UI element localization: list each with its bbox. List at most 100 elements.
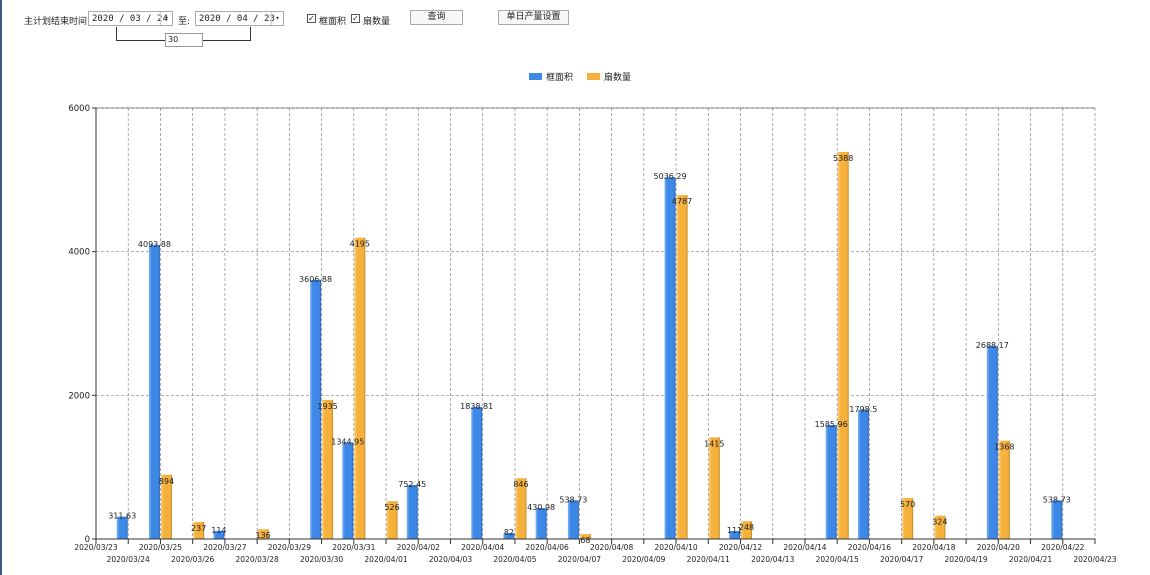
bar-count <box>322 400 334 539</box>
bar-area <box>503 533 515 539</box>
bar-area <box>729 531 741 539</box>
x-tick-label: 2020/04/19 <box>944 555 987 564</box>
x-tick-label: 2020/04/18 <box>912 543 955 552</box>
x-tick-label: 2020/03/27 <box>203 543 246 552</box>
data-label: 1344.95 <box>331 437 364 446</box>
y-tick-label: 0 <box>85 535 90 545</box>
bar-area <box>857 409 869 539</box>
checkbox-count[interactable]: ✓ <box>351 14 360 23</box>
chevron-down-icon[interactable]: ▾ <box>160 12 172 25</box>
bar-count <box>386 501 398 539</box>
bar-area <box>406 484 418 539</box>
checkbox-count-label: 扇数量 <box>363 17 391 27</box>
daily-output-settings-button[interactable]: 单日产量设置 <box>498 10 569 25</box>
x-tick-label: 2020/04/22 <box>1041 543 1084 552</box>
data-label: 5388 <box>833 154 853 163</box>
data-label: 752.45 <box>398 480 426 489</box>
bar-count <box>354 237 366 539</box>
data-label: 538.73 <box>559 495 587 504</box>
data-label: 68 <box>580 536 590 545</box>
bar-count <box>579 534 591 539</box>
x-tick-label: 2020/04/23 <box>1073 555 1116 564</box>
bar-count <box>257 529 269 539</box>
x-tick-label: 2020/04/03 <box>429 555 472 564</box>
data-label: 4195 <box>350 240 370 249</box>
bar-area <box>567 500 579 539</box>
window-edge <box>0 0 2 575</box>
check-icon: ✓ <box>308 14 315 23</box>
bar-count <box>741 521 753 539</box>
data-label: 2688.17 <box>976 341 1009 350</box>
start-date-value: 2020 / 03 / 24 <box>92 14 168 24</box>
bar-count <box>902 498 914 539</box>
x-tick-label: 2020/04/13 <box>751 555 794 564</box>
data-label: 82 <box>504 528 514 537</box>
data-label: 846 <box>513 480 528 489</box>
x-tick-label: 2020/04/10 <box>654 543 697 552</box>
x-tick-label: 2020/04/05 <box>493 555 536 564</box>
bar-area <box>986 345 998 539</box>
bar-count <box>934 515 946 539</box>
bar-area <box>310 279 322 539</box>
x-tick-label: 2020/03/25 <box>139 543 182 552</box>
data-label: 1368 <box>994 443 1014 452</box>
data-label: 4093.88 <box>138 240 171 249</box>
check-icon: ✓ <box>352 14 359 23</box>
data-label: 1935 <box>317 402 337 411</box>
y-tick-label: 6000 <box>68 104 90 114</box>
bar-area <box>148 244 160 539</box>
data-label: 1585.96 <box>815 420 848 429</box>
bar-area <box>1051 500 1063 539</box>
x-tick-label: 2020/04/21 <box>1009 555 1052 564</box>
y-tick-label: 2000 <box>68 391 90 401</box>
bar-count <box>515 478 527 539</box>
x-tick-label: 2020/03/30 <box>300 555 343 564</box>
data-label: 237 <box>191 524 206 533</box>
data-label: 1798.5 <box>849 405 877 414</box>
bar-area <box>213 530 225 539</box>
bar-area <box>664 177 676 539</box>
x-tick-label: 2020/04/12 <box>719 543 762 552</box>
day-span-field[interactable]: 30 <box>165 33 203 47</box>
x-tick-label: 2020/04/20 <box>977 543 1020 552</box>
legend-label-area: 框面积 <box>546 73 574 83</box>
start-date-picker[interactable]: 2020 / 03 / 24 ▾ <box>88 11 173 26</box>
x-tick-label: 2020/03/24 <box>107 555 150 564</box>
data-label: 311.63 <box>108 512 136 521</box>
date-range-label: 主计划结束时间: <box>24 17 91 27</box>
end-date-value: 2020 / 04 / 23 <box>199 14 275 24</box>
checkbox-area[interactable]: ✓ <box>307 14 316 23</box>
x-tick-label: 2020/03/28 <box>236 555 279 564</box>
end-date-picker[interactable]: 2020 / 04 / 23 ▾ <box>195 11 284 26</box>
legend-label-count: 扇数量 <box>604 73 632 83</box>
checkbox-area-label: 框面积 <box>319 17 347 27</box>
x-tick-label: 2020/03/31 <box>332 543 375 552</box>
x-tick-label: 2020/04/01 <box>364 555 407 564</box>
x-tick-label: 2020/04/17 <box>880 555 923 564</box>
bar-area <box>471 406 483 539</box>
bar-count <box>193 521 205 539</box>
chevron-down-icon[interactable]: ▾ <box>271 12 283 25</box>
bar-count <box>676 195 688 539</box>
bar-area <box>535 508 547 539</box>
data-label: 114 <box>211 526 226 535</box>
data-label: 248 <box>739 523 754 532</box>
query-button[interactable]: 查询 <box>410 10 463 25</box>
data-label: 570 <box>900 500 915 509</box>
x-tick-label: 2020/04/06 <box>526 543 569 552</box>
bar-area <box>116 516 128 539</box>
legend: 框面积 扇数量 <box>529 70 631 83</box>
x-tick-label: 2020/04/04 <box>461 543 504 552</box>
data-label: 538.73 <box>1043 495 1071 504</box>
bracket-line <box>116 27 117 41</box>
data-label: 1838.81 <box>460 402 493 411</box>
data-label: 5036.29 <box>654 172 687 181</box>
bracket-line <box>250 27 251 41</box>
legend-swatch-area <box>529 73 542 80</box>
x-tick-label: 2020/04/15 <box>816 555 859 564</box>
x-tick-label: 2020/04/14 <box>783 543 826 552</box>
data-label: 136 <box>255 531 270 540</box>
data-label: 894 <box>159 477 174 486</box>
x-tick-label: 2020/04/02 <box>397 543 440 552</box>
data-label: 111 <box>727 526 742 535</box>
